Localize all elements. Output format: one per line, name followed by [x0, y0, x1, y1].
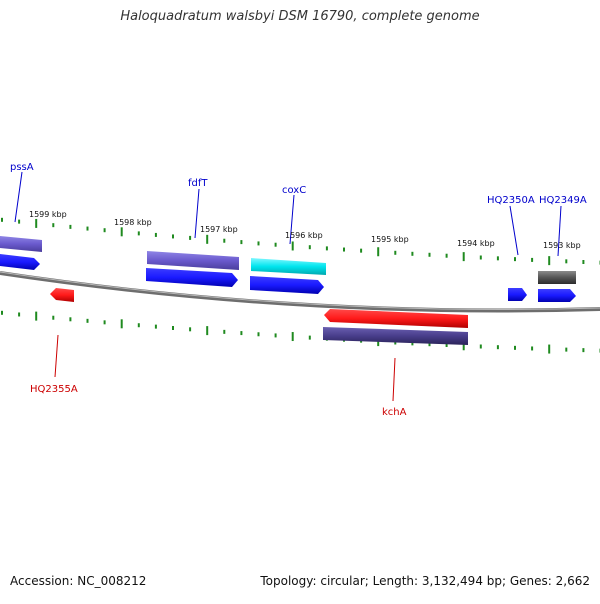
map-title: Haloquadratum walsbyi DSM 16790, complet… [120, 9, 480, 24]
leader-line-HQ2350A [509, 205, 519, 256]
cog-block-fdfT[interactable] [147, 251, 239, 270]
kbp-label: 1593 kbp [543, 241, 581, 250]
tick-marks [1, 217, 600, 354]
leader-line-fdfT [194, 188, 200, 239]
cog-block-kchA[interactable] [323, 327, 468, 345]
cog-block-coxC[interactable] [251, 258, 326, 275]
leader-line-pssA [14, 171, 23, 223]
genome-summary: Topology: circular; Length: 3,132,494 bp… [260, 574, 590, 588]
gene-label-kchA[interactable]: kchA [382, 407, 407, 418]
kbp-label: 1595 kbp [371, 235, 409, 244]
cds-arrow-kchA[interactable] [324, 309, 468, 328]
kbp-label: 1598 kbp [114, 218, 152, 227]
genome-backbone [0, 271, 600, 313]
cds-arrow-HQ2350A[interactable] [508, 288, 527, 301]
kbp-label: 1594 kbp [457, 239, 495, 248]
gene-label-pssA[interactable]: pssA [10, 162, 34, 173]
leader-line-HQ2349A [557, 205, 562, 257]
kbp-label: 1599 kbp [29, 210, 67, 219]
leader-line-kchA [392, 357, 396, 402]
cog-block-HQ2349A[interactable] [538, 271, 576, 284]
cds-arrow-HQ2355A[interactable] [50, 288, 74, 302]
kbp-label: 1597 kbp [200, 225, 238, 234]
leader-line-HQ2355A [54, 334, 59, 378]
gene-label-HQ2355A[interactable]: HQ2355A [30, 384, 78, 395]
gene-label-HQ2349A[interactable]: HQ2349A [539, 195, 587, 206]
cds-arrow-HQ2349A[interactable] [538, 289, 576, 302]
cds-arrow-fdfT[interactable] [146, 268, 238, 287]
cds-arrow-coxC[interactable] [250, 276, 324, 294]
cds-arrow-pssA[interactable] [0, 254, 40, 270]
accession-label: Accession: NC_008212 [10, 574, 147, 588]
gene-label-fdfT[interactable]: fdfT [188, 178, 208, 189]
leader-line-coxC [289, 194, 295, 245]
gene-label-HQ2350A[interactable]: HQ2350A [487, 195, 535, 206]
genome-backbone-highlight [0, 271, 600, 310]
cog-block-pssA[interactable] [0, 236, 42, 252]
gene-label-coxC[interactable]: coxC [282, 185, 306, 196]
kbp-label: 1596 kbp [285, 231, 323, 240]
